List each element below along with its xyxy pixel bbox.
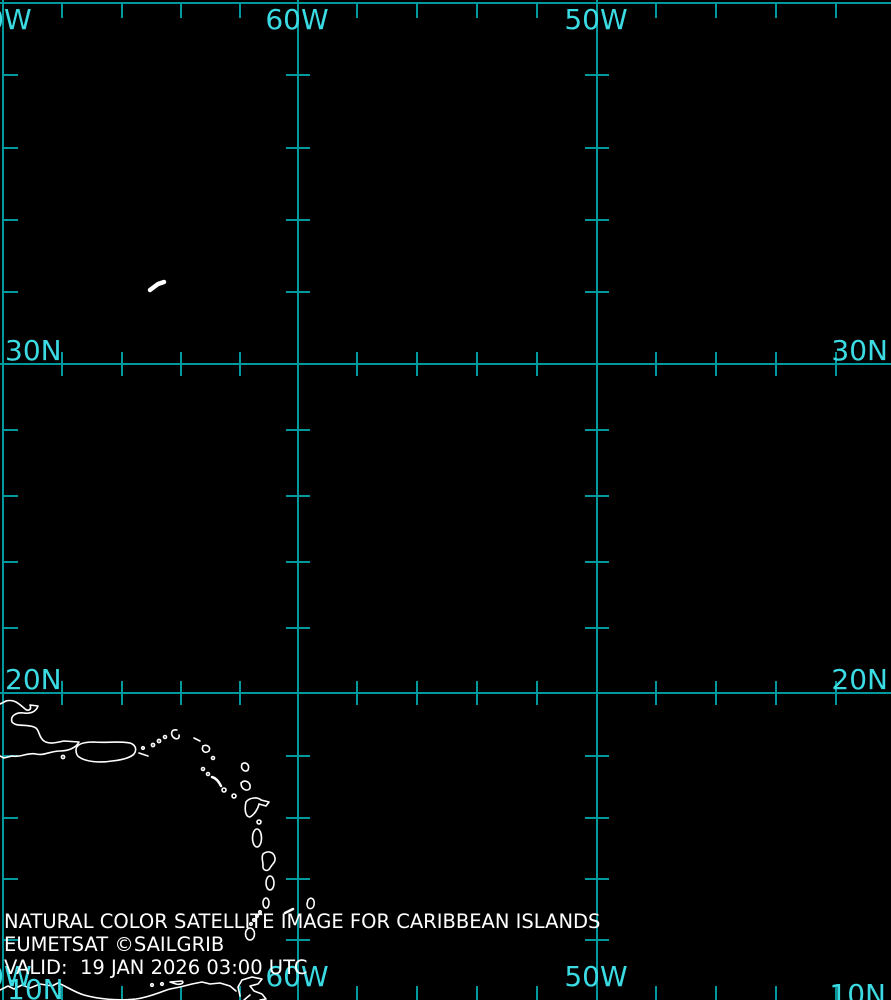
grid-label-50w-top: 50W: [564, 3, 628, 36]
coastline-venezuela: [0, 981, 237, 1000]
valid-time-text: VALID: 19 JAN 2026 03:00 UTC: [4, 956, 308, 979]
grid-label-70w-top: 70W: [0, 3, 32, 36]
coastline-cubagua: [159, 981, 165, 987]
attribution-text: EUMETSAT ©SAILGRIB: [4, 933, 225, 956]
coastline-st-barth: [210, 755, 216, 761]
ticks-30n-line: [61, 352, 837, 376]
coastline-anegada: [162, 734, 168, 740]
ticks-top-border: [61, 3, 837, 18]
coastline-guadeloupe: [244, 797, 270, 818]
coastline-martinique: [261, 851, 276, 872]
coastline-grenadines-2: [255, 913, 260, 918]
ticks-bottom-border: [61, 986, 837, 1000]
coastline-culebra: [140, 745, 146, 751]
coastline-barbuda: [240, 762, 250, 772]
graticule-ticks: [3, 3, 837, 1000]
coastline-saba: [200, 766, 206, 772]
coastline-grenadines-4: [249, 921, 254, 926]
map-title-text: NATURAL COLOR SATELLITE IMAGE FOR CARIBB…: [4, 910, 601, 933]
ticks-60w-line: [286, 74, 310, 941]
ticks-left-border: [3, 74, 18, 941]
grid-label-70w-bottom: 70W: [0, 960, 32, 993]
coastline-nevis: [221, 787, 227, 793]
coastline-tobago: [283, 907, 295, 915]
coastline-mona-island: [60, 754, 66, 760]
grid-label-50w-bottom: 50W: [564, 960, 628, 993]
coastline-dominica: [251, 828, 263, 848]
coastline-anguilla: [193, 737, 201, 742]
coastline-montserrat: [231, 793, 237, 799]
coastline-st-vincent: [262, 897, 270, 909]
coastline-vieques: [138, 752, 149, 757]
coastline-grenadines-1: [257, 909, 262, 914]
coastline-margarita: [169, 980, 184, 986]
grid-label-20n-left: 20N: [5, 663, 62, 696]
grid-label-60w-top: 60W: [265, 3, 329, 36]
coastline-grenadines-3: [252, 917, 257, 922]
grid-label-30n-right: 30N: [831, 334, 888, 367]
coastlines: [0, 279, 315, 1000]
coastline-puerto-rico: [75, 741, 137, 763]
coastline-virgin-gorda: [170, 729, 180, 740]
coastline-antigua: [240, 780, 251, 791]
coastline-barbados: [306, 897, 315, 910]
coastline-st-thomas: [150, 742, 156, 748]
coastline-st-kitts: [210, 775, 223, 788]
ticks-20n-line: [61, 681, 837, 705]
coastline-grenada: [244, 927, 256, 941]
grid-label-20n-right: 20N: [831, 663, 888, 696]
coastline-coche: [149, 982, 155, 988]
coastline-st-eustatius: [205, 771, 211, 777]
grid-label-10n-bottom-right: 10N: [829, 978, 886, 1000]
grid-label-60w-bottom: 60W: [265, 960, 329, 993]
grid-label-10n-bottom-left: 10N: [7, 973, 64, 1000]
coastline-st-lucia: [265, 875, 275, 891]
coastline-trinidad: [237, 976, 267, 1000]
coastline-st-john: [156, 738, 162, 744]
coastline-hispaniola: [0, 699, 80, 759]
coastline-marie-galante: [256, 819, 262, 825]
grid-label-30n-left: 30N: [5, 334, 62, 367]
coastline-st-martin: [201, 744, 211, 753]
coastline-bermuda: [147, 279, 167, 293]
ticks-50w-line: [585, 74, 609, 941]
